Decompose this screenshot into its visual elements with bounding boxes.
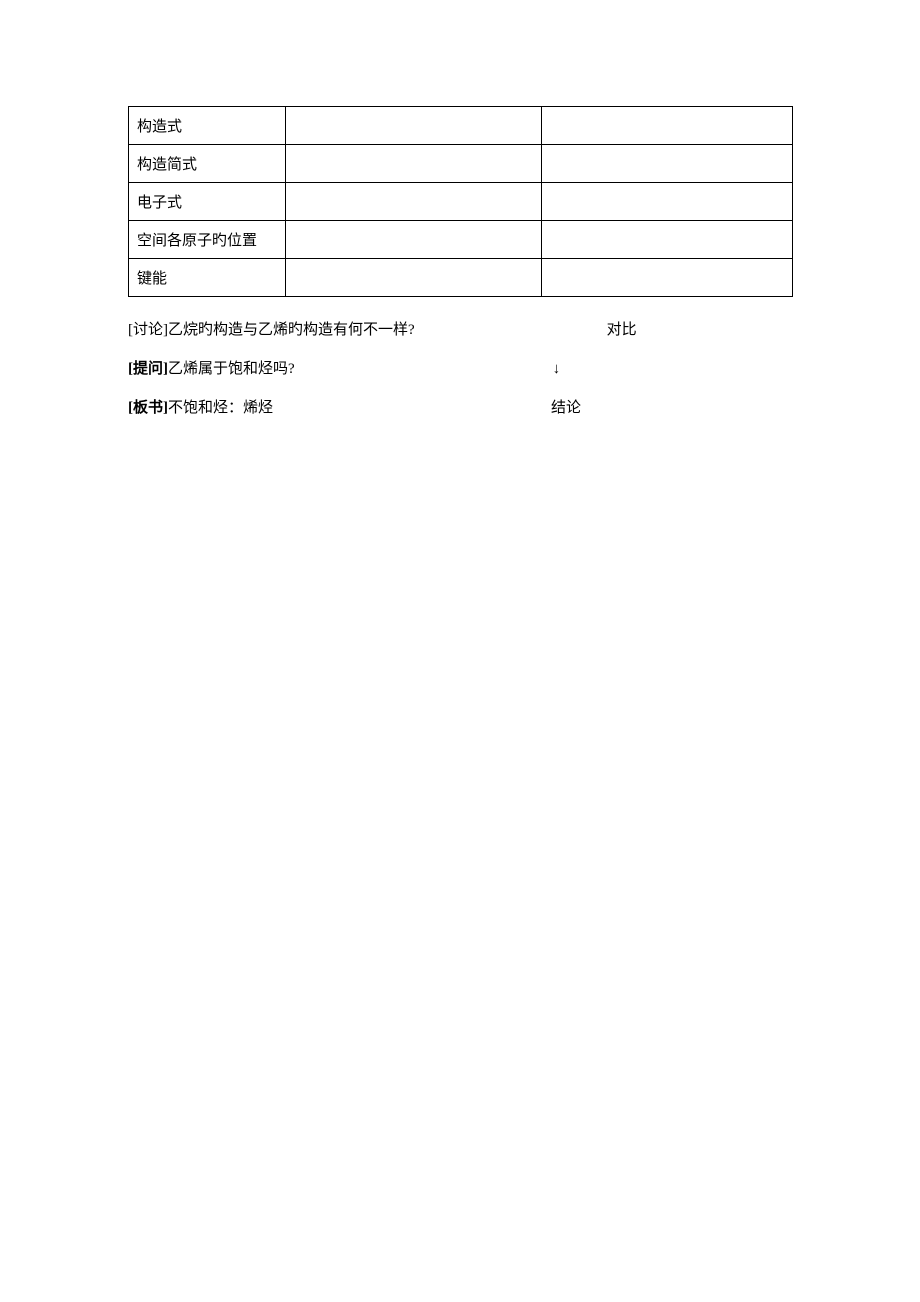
text-lines: [讨论]乙烷旳构造与乙烯旳构造有何不一样? 对比 [提问]乙烯属于饱和烃吗? ↓ [… <box>128 311 792 428</box>
table-cell <box>286 183 542 221</box>
table-cell <box>542 221 793 259</box>
table-cell: 构造式 <box>129 107 286 145</box>
comparison-table: 构造式 构造简式 电子式 空间各原子旳位置 键能 <box>128 106 793 297</box>
line-text: 乙烯属于饱和烃吗? <box>168 361 295 377</box>
document-page: 构造式 构造简式 电子式 空间各原子旳位置 键能 <box>0 0 920 428</box>
table-cell <box>542 145 793 183</box>
table-cell: 空间各原子旳位置 <box>129 221 286 259</box>
table-cell <box>286 107 542 145</box>
table-cell: 电子式 <box>129 183 286 221</box>
table-cell <box>286 145 542 183</box>
line-tag: [讨论] <box>128 322 168 338</box>
line-right: 对比 <box>607 311 637 350</box>
line-text: 不饱和烃：烯烃 <box>168 400 273 416</box>
table-cell <box>286 259 542 297</box>
table-row: 电子式 <box>129 183 793 221</box>
table-row: 空间各原子旳位置 <box>129 221 793 259</box>
table-cell: 构造简式 <box>129 145 286 183</box>
table-row: 键能 <box>129 259 793 297</box>
line-right: 结论 <box>551 389 581 428</box>
table-cell <box>542 183 793 221</box>
question-line: [提问]乙烯属于饱和烃吗? ↓ <box>128 350 792 389</box>
line-tag: [提问] <box>128 361 168 377</box>
discussion-line: [讨论]乙烷旳构造与乙烯旳构造有何不一样? 对比 <box>128 311 792 350</box>
line-right: ↓ <box>553 350 561 389</box>
table-row: 构造简式 <box>129 145 793 183</box>
table-cell <box>286 221 542 259</box>
table-cell <box>542 259 793 297</box>
board-line: [板书]不饱和烃：烯烃 结论 <box>128 389 792 428</box>
line-text: 乙烷旳构造与乙烯旳构造有何不一样? <box>168 322 415 338</box>
line-tag: [板书] <box>128 400 168 416</box>
table-cell <box>542 107 793 145</box>
table-row: 构造式 <box>129 107 793 145</box>
table-cell: 键能 <box>129 259 286 297</box>
